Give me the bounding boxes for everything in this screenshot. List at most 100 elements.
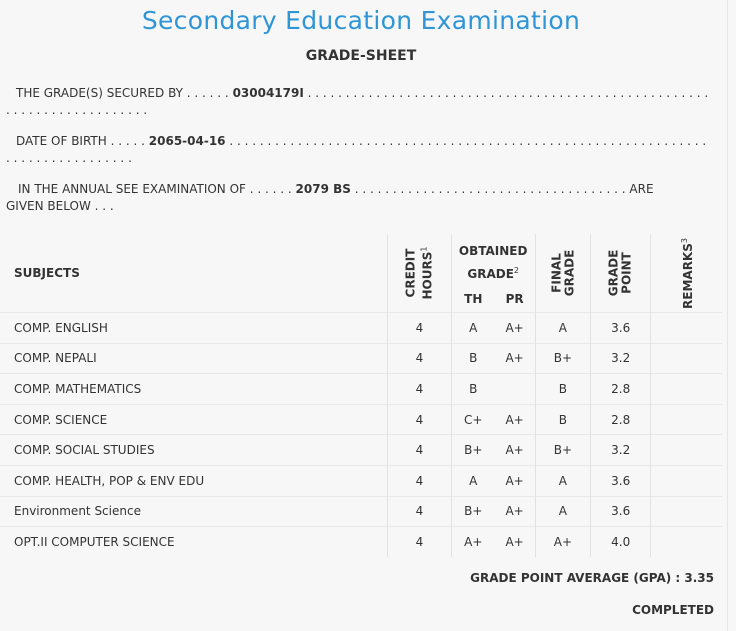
grade-table-container: SUBJECTS CREDIT HOURS1 OBTAINED GRADE2 FIN… [0,234,722,557]
exam-title: Secondary Education Examination [141,6,581,35]
th-grade-cell: B+ [450,434,495,466]
subject-cell: COMP. NEPALI [0,342,388,374]
exam-suffix-given: GIVEN BELOW . . . [6,199,114,213]
credit-cell: 4 [387,464,452,497]
credit-cell: 4 [387,403,452,435]
subject-cell: COMP. SCIENCE [0,403,388,435]
subject-cell: COMP. SOCIAL STUDIES [0,434,388,466]
remarks-cell [650,464,722,497]
grade-point-cell: 4.0 [590,526,651,557]
grade-point-cell: 3.2 [590,342,651,374]
pr-grade-cell: A+ [494,464,535,497]
credit-hours-line2: HOURS [420,251,435,300]
page-edge-divider [727,0,728,631]
grade-sheet-heading: GRADE-SHEET [305,48,417,64]
dob-label: DATE OF BIRTH [16,134,107,148]
pr-grade-cell: A+ [494,342,535,374]
obtained-grade-header: OBTAINED GRADE2 [450,234,535,287]
remarks-label: REMARKS [681,242,696,309]
th-grade-cell: B+ [450,495,495,527]
remarks-cell [650,373,722,405]
final-grade-cell: B [534,403,591,435]
table-row: OPT.II COMPUTER SCIENCE 4 A+ A+ A+ 4.0 [0,526,722,557]
grade-point-line2: POINT [619,252,634,294]
gpa-summary: GRADE POINT AVERAGE (GPA) : 3.35 [470,571,714,585]
obtained-line1: OBTAINED [458,244,528,259]
th-grade-cell: A+ [450,526,495,557]
pr-grade-cell: A+ [494,526,535,557]
secured-by-label: THE GRADE(S) SECURED BY [16,86,183,100]
remarks-sup: 3 [680,237,690,243]
grade-point-cell: 3.6 [590,495,651,527]
subject-cell: OPT.II COMPUTER SCIENCE [0,526,388,557]
remarks-header: REMARKS3 [650,234,722,313]
final-grade-cell: A [534,495,591,527]
final-grade-cell: B [534,373,591,405]
table-row: COMP. HEALTH, POP & ENV EDU 4 A A+ A 3.6 [0,464,722,497]
grade-point-cell: 3.2 [590,434,651,466]
exam-label: IN THE ANNUAL SEE EXAMINATION OF [18,182,246,196]
exam-year: 2079 BS [295,182,351,196]
pr-header: PR [505,292,524,307]
pr-grade-cell: A+ [494,403,535,435]
remarks-cell [650,342,722,374]
pr-grade-cell [494,373,535,405]
symbol-number: 03004179I [232,86,304,100]
completion-status: COMPLETED [632,603,714,617]
pr-grade-cell: A+ [494,312,535,344]
exam-suffix-are: ARE [629,182,654,196]
secured-by-line: THE GRADE(S) SECURED BY . . . . . . 0300… [6,86,709,117]
remarks-cell [650,434,722,466]
final-grade-header: FINAL GRADE [534,234,591,313]
table-row: COMP. ENGLISH 4 A A+ A 3.6 [0,312,722,344]
subject-cell: Environment Science [0,495,388,527]
subject-cell: COMP. ENGLISH [0,312,388,344]
grade-point-header: GRADE POINT [590,234,651,313]
subjects-header: SUBJECTS [14,266,80,280]
remarks-cell [650,495,722,527]
table-row: COMP. SOCIAL STUDIES 4 B+ A+ B+ 3.2 [0,434,722,466]
subject-cell: COMP. MATHEMATICS [0,373,388,405]
credit-cell: 4 [387,373,452,405]
credit-hours-sup: 1 [419,246,429,252]
remarks-cell [650,526,722,557]
th-grade-cell: A [450,464,495,497]
final-grade-line1: FINAL [548,253,563,293]
credit-cell: 4 [387,312,452,344]
remarks-cell [650,403,722,435]
table-row: COMP. NEPALI 4 B A+ B+ 3.2 [0,342,722,374]
th-grade-cell: B [450,373,495,405]
grade-point-cell: 3.6 [590,464,651,497]
final-grade-cell: A [534,464,591,497]
obtained-sup: 2 [513,266,519,276]
credit-hours-header: CREDIT HOURS1 [387,234,452,313]
pr-grade-cell: A+ [494,434,535,466]
final-grade-cell: A [534,312,591,344]
final-grade-cell: B+ [534,342,591,374]
credit-cell: 4 [387,495,452,527]
dob-line: DATE OF BIRTH . . . . . 2065-04-16 . . .… [6,134,707,165]
grade-point-cell: 3.6 [590,312,651,344]
table-row: COMP. MATHEMATICS 4 B B 2.8 [0,373,722,405]
final-grade-cell: B+ [534,434,591,466]
exam-line: IN THE ANNUAL SEE EXAMINATION OF . . . .… [6,182,654,213]
dob-value: 2065-04-16 [148,134,226,148]
gpa-label: GRADE POINT AVERAGE (GPA) : [470,571,681,585]
credit-cell: 4 [387,434,452,466]
grade-table: SUBJECTS CREDIT HOURS1 OBTAINED GRADE2 FIN… [0,234,722,557]
th-grade-cell: B [450,342,495,374]
credit-cell: 4 [387,342,452,374]
credit-cell: 4 [387,526,452,557]
gpa-value: 3.35 [684,571,714,585]
th-header: TH [450,286,495,313]
subject-cell: COMP. HEALTH, POP & ENV EDU [0,464,388,497]
pr-grade-cell: A+ [494,495,535,527]
remarks-cell [650,312,722,344]
credit-hours-line1: CREDIT [403,248,418,298]
final-grade-line2: GRADE [561,249,576,297]
obtained-line2: GRADE [467,267,514,282]
th-grade-cell: A [450,312,495,344]
grade-point-cell: 2.8 [590,403,651,435]
final-grade-cell: A+ [534,526,591,557]
grade-point-cell: 2.8 [590,373,651,405]
